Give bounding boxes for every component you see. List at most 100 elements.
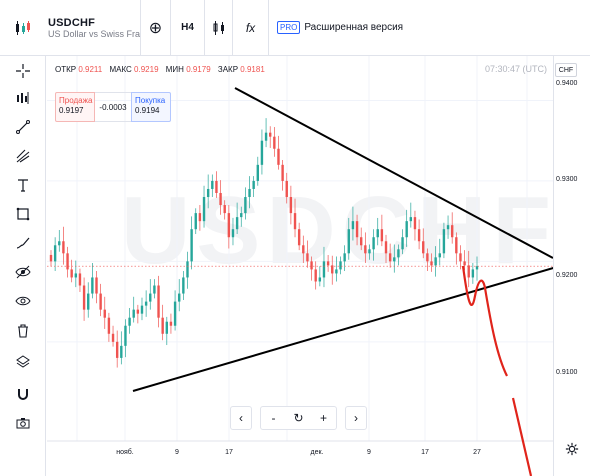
candle-body: [95, 277, 98, 294]
candle-body: [115, 341, 119, 358]
close-value: 0.9181: [240, 65, 265, 74]
candle-body: [49, 254, 53, 262]
candle-body: [302, 245, 305, 254]
candle-body: [91, 277, 94, 294]
hide-icon[interactable]: [11, 289, 35, 313]
plus-circle-icon: ⊕: [148, 19, 163, 37]
resistance-trendline: [234, 87, 553, 259]
indicators-button[interactable]: fx: [232, 0, 268, 56]
candle-body: [277, 148, 280, 165]
candle-body: [446, 225, 450, 230]
currency-button[interactable]: CHF: [555, 63, 577, 77]
candle-body: [434, 257, 437, 266]
zoom-out-button[interactable]: -: [271, 411, 276, 425]
candle-body: [132, 309, 135, 318]
candle-body: [103, 309, 106, 318]
candle-body: [364, 245, 367, 254]
candle-body: [310, 261, 313, 270]
candle-body: [173, 301, 177, 326]
candle-body: [153, 285, 156, 294]
candle-body: [335, 269, 338, 274]
open-value: 0.9211: [78, 65, 103, 74]
candle-body: [376, 229, 379, 238]
candle-body: [331, 265, 334, 274]
trash-icon[interactable]: [11, 319, 35, 343]
candle-body: [413, 217, 417, 230]
candle-body: [62, 241, 65, 254]
candle-body: [244, 197, 247, 214]
candle-body: [240, 213, 243, 218]
candle-body: [306, 253, 309, 262]
candle-body: [211, 180, 214, 189]
eye-chart-icon[interactable]: [11, 260, 35, 284]
candle-body: [351, 221, 355, 230]
forecast-path-continued: [511, 397, 533, 476]
chart-navigation: ‹ - ↻ + ›: [230, 406, 367, 430]
chart-pane[interactable]: USDCHF нояб. 9 17 дек. 9 17 27 ОТКР 0.9211 МАК…: [47, 56, 553, 476]
time-label: 17: [421, 449, 429, 456]
candle-body: [442, 229, 446, 254]
candle-body: [359, 237, 363, 246]
interval-button[interactable]: H4: [170, 0, 204, 56]
stats-icon[interactable]: [11, 86, 35, 110]
indicators-icon: fx: [245, 20, 256, 35]
candle-body: [450, 225, 454, 238]
candle-body: [269, 132, 272, 137]
price-label-9100: 0.9100: [556, 369, 578, 376]
candle-body: [82, 285, 86, 310]
buy-label: Покупка: [135, 96, 166, 105]
candle-body: [347, 229, 350, 254]
candle-body: [401, 237, 404, 250]
zoom-in-button[interactable]: +: [319, 411, 327, 425]
pro-upgrade-button[interactable]: PRO Расширенная версия: [268, 0, 403, 56]
drawing-toolbar: [0, 56, 46, 476]
high-value: 0.9219: [134, 65, 159, 74]
chart-type-button[interactable]: [204, 0, 232, 56]
magnet-icon[interactable]: [11, 382, 35, 406]
symbol-description: US Dollar vs Swiss Fran: [48, 28, 140, 39]
reset-chart-button[interactable]: ↻: [293, 411, 304, 425]
sell-button[interactable]: Продажа 0.9197: [55, 92, 95, 122]
chart-logo-icon[interactable]: [0, 0, 46, 56]
candle-body: [343, 253, 346, 262]
price-axis[interactable]: [553, 56, 590, 476]
candle-body: [388, 253, 392, 262]
camera-icon[interactable]: [11, 411, 35, 435]
candle-body: [78, 273, 82, 286]
candle-body: [409, 217, 413, 222]
trendline-icon[interactable]: [11, 115, 35, 139]
candle-body: [260, 140, 264, 165]
candle-body: [471, 269, 475, 278]
candle-body: [368, 249, 371, 254]
compare-add-button[interactable]: ⊕: [140, 0, 170, 56]
pitchfork-icon[interactable]: [11, 144, 35, 168]
pro-badge: PRO: [277, 21, 301, 34]
scroll-left-button[interactable]: ‹: [230, 406, 252, 430]
candle-body: [120, 345, 123, 358]
price-label-9200: 0.9200: [556, 272, 578, 279]
layers-icon[interactable]: [11, 350, 35, 374]
candle-body: [273, 136, 276, 149]
rectangle-icon[interactable]: [11, 202, 35, 226]
trade-panel: Продажа 0.9197 -0.0003 Покупка 0.9194: [55, 92, 171, 122]
crosshair-icon[interactable]: [11, 59, 35, 83]
candle-body: [322, 261, 326, 278]
candle-body: [70, 269, 73, 278]
candle-body: [194, 213, 197, 230]
brush-icon[interactable]: [11, 231, 35, 255]
candle-body: [355, 221, 359, 238]
symbol-info[interactable]: USDCHF US Dollar vs Swiss Fran: [48, 17, 140, 39]
text-icon[interactable]: [11, 173, 35, 197]
candle-body: [182, 277, 185, 294]
interval-label: H4: [181, 22, 194, 33]
candle-body: [140, 305, 144, 314]
gear-icon[interactable]: [565, 442, 579, 456]
candle-body: [289, 197, 293, 214]
candle-body: [58, 241, 61, 246]
price-chart[interactable]: нояб. 9 17 дек. 9 17 27: [47, 56, 553, 476]
candle-body: [372, 237, 375, 250]
buy-button[interactable]: Покупка 0.9194: [131, 92, 171, 122]
scroll-right-button[interactable]: ›: [345, 406, 367, 430]
candle-body: [459, 253, 462, 262]
candle-body: [111, 333, 115, 342]
